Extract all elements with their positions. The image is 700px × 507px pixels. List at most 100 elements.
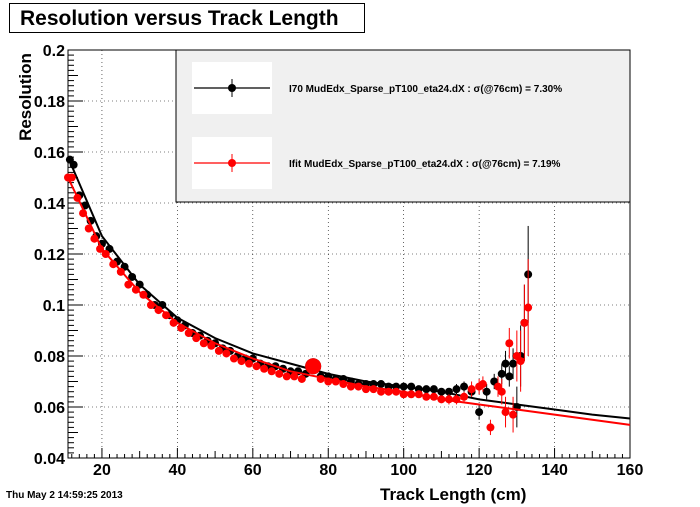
x-tick-label: 120 (466, 462, 493, 479)
data-point (128, 272, 137, 281)
data-point (516, 357, 525, 366)
data-point (509, 410, 518, 419)
data-point (214, 346, 223, 355)
data-point (482, 387, 491, 396)
x-tick-label: 20 (93, 462, 111, 479)
data-point (361, 385, 370, 394)
series-ifit (64, 173, 631, 436)
data-point (520, 318, 529, 327)
data-point (377, 380, 386, 389)
data-point (452, 395, 461, 404)
legend-marker (228, 84, 236, 92)
y-tick-label: 0.08 (34, 349, 65, 366)
x-tick-label: 60 (244, 462, 262, 479)
x-tick-label: 160 (617, 462, 644, 479)
data-point (452, 385, 461, 394)
x-axis-label: Track Length (cm) (380, 485, 527, 504)
data-point (414, 390, 423, 399)
data-point (384, 387, 393, 396)
data-point (96, 244, 105, 253)
data-point (199, 339, 208, 348)
chart-title: Resolution versus Track Length (20, 7, 339, 30)
data-point (444, 387, 453, 396)
y-tick-label: 0.06 (34, 400, 65, 417)
data-point (169, 318, 178, 327)
data-point (305, 358, 322, 375)
data-point (392, 387, 401, 396)
data-point (73, 193, 82, 202)
data-point (162, 311, 171, 320)
data-point (84, 224, 93, 233)
data-point (339, 380, 348, 389)
data-point (131, 285, 140, 294)
chart-title-box: Resolution versus Track Length (9, 3, 365, 33)
data-point (399, 390, 408, 399)
y-tick-label: 0.2 (43, 43, 65, 60)
data-point (407, 390, 416, 399)
data-point (252, 362, 261, 371)
y-tick-label: 0.04 (34, 451, 65, 468)
data-point (124, 280, 133, 289)
data-point (475, 408, 484, 417)
legend-entry-ifit: Ifit MudEdx_Sparse_pT100_eta24.dX : σ(@7… (289, 159, 561, 170)
data-point (501, 359, 510, 368)
data-point (346, 382, 355, 391)
data-point (69, 160, 78, 169)
y-axis-label: Resolution (16, 53, 35, 141)
data-point (407, 382, 416, 391)
data-point (79, 209, 88, 218)
data-point (497, 387, 506, 396)
data-point (524, 303, 533, 312)
y-tick-label: 0.12 (34, 247, 65, 264)
data-point (429, 392, 438, 401)
data-point (444, 395, 453, 404)
data-point (354, 382, 363, 391)
data-point (460, 392, 469, 401)
data-point (399, 382, 408, 391)
legend-marker (228, 159, 236, 167)
data-point (377, 387, 386, 396)
data-point (486, 423, 495, 432)
data-point (369, 385, 378, 394)
x-tick-label: 100 (390, 462, 417, 479)
data-point (324, 377, 333, 386)
data-point (316, 374, 325, 383)
data-point (460, 382, 469, 391)
data-point (282, 372, 291, 381)
x-tick-label: 140 (541, 462, 568, 479)
y-tick-label: 0.16 (34, 145, 65, 162)
data-point (67, 173, 76, 182)
data-point (290, 372, 299, 381)
data-point (245, 359, 254, 368)
data-point (229, 354, 238, 363)
data-point (154, 306, 163, 315)
data-point (109, 260, 118, 269)
data-point (467, 385, 476, 394)
data-point (275, 369, 284, 378)
data-point (505, 339, 514, 348)
data-point (478, 380, 487, 389)
data-point (505, 372, 514, 381)
data-point (267, 367, 276, 376)
data-point (437, 387, 446, 396)
data-point (90, 234, 99, 243)
data-point (509, 359, 518, 368)
data-point (422, 385, 431, 394)
data-point (116, 267, 125, 276)
x-tick-label: 80 (319, 462, 337, 479)
data-point (437, 395, 446, 404)
data-point (177, 323, 186, 332)
y-tick-label: 0.1 (43, 298, 65, 315)
data-point (331, 377, 340, 386)
legend: I70 MudEdx_Sparse_pT100_eta24.dX : σ(@76… (175, 49, 631, 203)
data-point (237, 357, 246, 366)
data-point (146, 301, 155, 309)
legend-entry-i70: I70 MudEdx_Sparse_pT100_eta24.dX : σ(@76… (289, 84, 562, 95)
y-tick-label: 0.14 (34, 196, 65, 213)
data-point (497, 369, 506, 378)
data-point (139, 290, 148, 299)
data-point (422, 392, 431, 401)
data-point (192, 334, 201, 343)
data-point (101, 250, 110, 258)
